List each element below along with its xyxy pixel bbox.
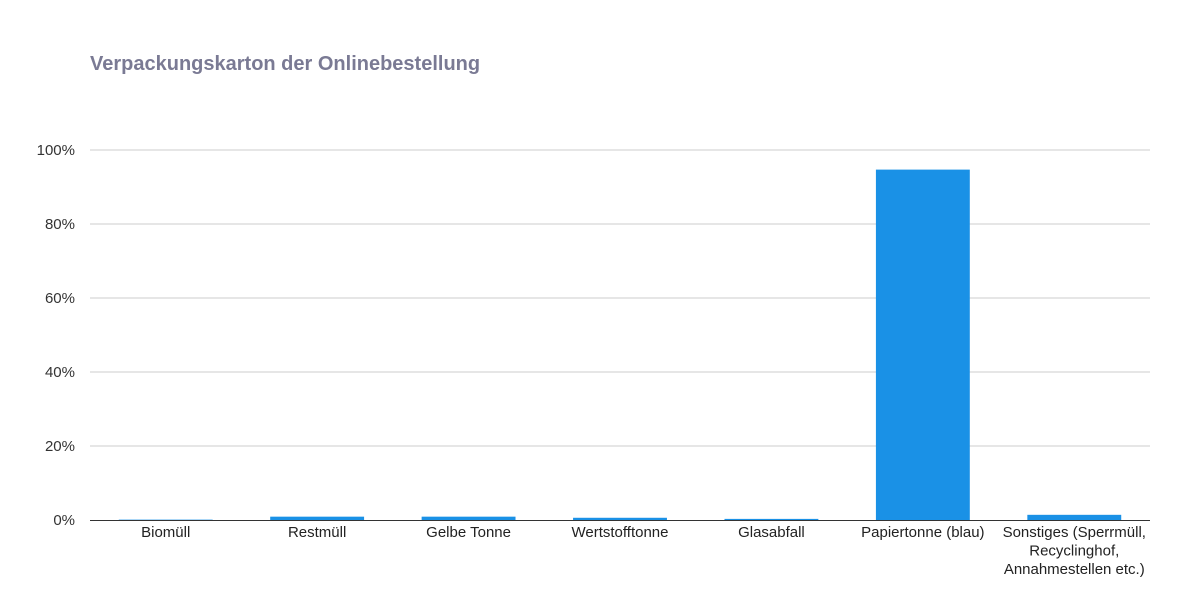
y-tick-label: 60% bbox=[45, 290, 75, 307]
chart-title: Verpackungskarton der Onlinebestellung bbox=[90, 53, 480, 75]
x-category-label: Restmüll bbox=[288, 524, 346, 541]
bar bbox=[573, 517, 667, 520]
bar bbox=[1027, 514, 1122, 520]
bar bbox=[724, 518, 819, 520]
x-category-label: Biomüll bbox=[141, 524, 190, 541]
bar bbox=[270, 516, 365, 520]
y-tick-label: 40% bbox=[45, 364, 75, 381]
bar bbox=[875, 169, 970, 521]
y-axis-tick-labels: 0% 20% 40% 60% 80% 100% bbox=[37, 142, 75, 529]
y-tick-label: 100% bbox=[37, 142, 75, 159]
y-tick-label: 80% bbox=[45, 216, 75, 233]
bars bbox=[118, 169, 1122, 521]
x-category-label: Papiertonne (blau) bbox=[861, 524, 984, 541]
x-category-label: Glasabfall bbox=[738, 524, 805, 541]
x-category-label: Sonstiges (Sperrmüll, Recyclinghof, Annahm… bbox=[1003, 524, 1146, 578]
x-axis-category-labels: Biomüll Restmüll Gelbe Tonne Wertstofftonne… bbox=[141, 524, 1146, 578]
grid-lines bbox=[90, 149, 1150, 447]
x-category-label: Gelbe Tonne bbox=[426, 524, 511, 541]
y-tick-label: 0% bbox=[53, 512, 75, 529]
bar bbox=[421, 516, 516, 520]
x-category-label: Wertstofftonne bbox=[571, 524, 668, 541]
y-tick-label: 20% bbox=[45, 438, 75, 455]
